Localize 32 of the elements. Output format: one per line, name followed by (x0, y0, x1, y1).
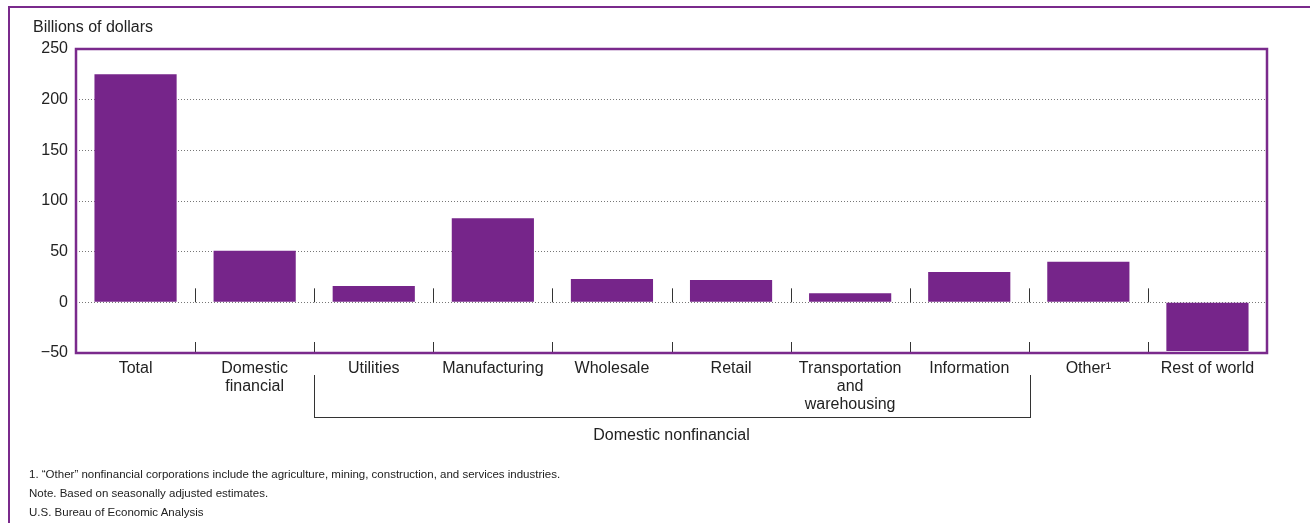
x-tick-label: Wholesale (574, 358, 650, 376)
x-tick-label: Domestic financial (221, 358, 288, 395)
y-tick-label: −50 (40, 343, 69, 361)
bar (1047, 261, 1130, 302)
x-tick-label: Retail (710, 358, 752, 376)
x-tick-label: Information (929, 358, 1010, 376)
y-tick-label: 100 (41, 191, 69, 209)
bar (1166, 302, 1249, 351)
text: Note. Based on seasonally adjusted estimates. (29, 486, 270, 501)
x-tick-label: Manufacturing (442, 358, 544, 376)
bar (94, 74, 177, 302)
bar (689, 280, 773, 302)
y-tick-label: 250 (41, 39, 69, 57)
y-tick-label: 200 (41, 90, 69, 108)
x-tick-label: Utilities (347, 358, 400, 376)
text: 1. “Other” nonfinancial corporations include the agriculture, mining, construction, and services industries. (29, 467, 561, 482)
bar (928, 271, 1011, 302)
y-tick-label: 50 (50, 242, 69, 260)
bar (213, 250, 296, 302)
y-axis-title: Billions of dollars (33, 18, 154, 35)
x-tick-label: Total (118, 358, 153, 376)
bar (332, 286, 415, 302)
bar (451, 218, 534, 302)
y-tick-label: 150 (41, 140, 69, 158)
y-tick-label: 0 (59, 292, 69, 310)
x-tick-label: Transportation and warehousing (798, 358, 902, 413)
text: Domestic nonfinancial (592, 426, 751, 444)
x-tick-label: Rest of world (1160, 358, 1255, 376)
bar (809, 293, 892, 302)
text: U.S. Bureau of Economic Analysis (29, 505, 205, 520)
x-tick-label: Other¹ (1065, 358, 1112, 376)
bar (570, 279, 654, 302)
